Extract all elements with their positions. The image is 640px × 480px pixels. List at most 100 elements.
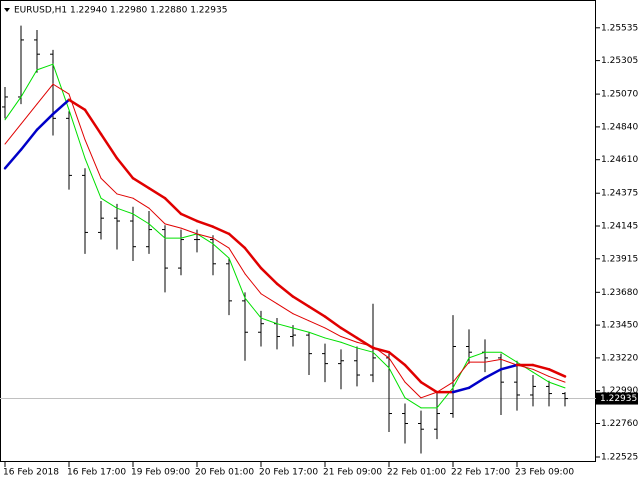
moving-average-segment: [451, 386, 471, 394]
moving-average-segment: [211, 225, 231, 236]
moving-average-segment: [68, 109, 86, 159]
last-price-tag: [596, 392, 638, 405]
y-tick-label: 1.23450: [601, 321, 638, 331]
moving-average-segment: [532, 371, 550, 383]
x-tick-label: 20 Feb 17:00: [259, 468, 318, 478]
moving-average-segment: [275, 282, 295, 298]
moving-average-segment: [356, 347, 374, 353]
moving-average-segment: [259, 266, 279, 286]
moving-average-segment: [291, 295, 311, 308]
x-tick-label: 16 Feb 2018: [3, 468, 59, 478]
moving-average-segment: [324, 337, 342, 343]
x-tick-label: 21 Feb 09:00: [323, 468, 382, 478]
moving-average-segment: [484, 358, 502, 363]
y-tick-label: 1.24145: [601, 222, 638, 232]
y-tick-label: 1.23680: [601, 288, 638, 298]
y-tick-label: 1.22990: [601, 386, 638, 396]
moving-average-segment: [292, 313, 310, 322]
moving-average-segment: [548, 375, 566, 383]
y-tick-label: 1.24840: [601, 122, 638, 132]
moving-average-segment: [180, 227, 198, 235]
last-price-label: 1.22935: [600, 394, 637, 404]
moving-average-segment: [132, 197, 150, 209]
y-tick-label: 1.25535: [601, 23, 638, 33]
moving-average-segment: [212, 237, 230, 249]
moving-average-segment: [371, 346, 391, 354]
moving-average-segment: [51, 98, 71, 116]
moving-average-segment: [340, 336, 358, 343]
x-tick-label: 20 Feb 01:00: [195, 468, 254, 478]
moving-average-segment: [3, 148, 23, 170]
moving-average-segment: [276, 323, 294, 329]
plot-frame: [0, 0, 596, 462]
moving-average-segment: [339, 326, 359, 340]
moving-average-segment: [212, 243, 230, 259]
moving-average-segment: [99, 132, 119, 160]
moving-average-segment: [227, 232, 247, 250]
moving-average-segment: [115, 157, 135, 180]
moving-average-segment: [547, 368, 567, 378]
moving-average-segment: [500, 358, 518, 366]
moving-average-segment: [84, 157, 102, 199]
moving-average-segment: [4, 96, 22, 121]
moving-average-segment: [388, 367, 406, 399]
moving-average-segment: [548, 381, 566, 389]
moving-average-segment: [468, 351, 486, 359]
moving-average-segment: [83, 108, 103, 136]
y-tick-label: 1.25305: [601, 56, 638, 66]
moving-average-segment: [36, 63, 54, 71]
moving-average-segment: [436, 381, 454, 393]
moving-average-segment: [4, 123, 22, 145]
x-tick-label: 16 Feb 17:00: [67, 468, 126, 478]
x-tick-label: 19 Feb 09:00: [131, 468, 190, 478]
moving-average-segment: [404, 381, 422, 399]
moving-average-segment: [116, 207, 134, 215]
moving-average-segment: [355, 336, 375, 350]
moving-average-segment: [148, 223, 166, 239]
moving-average-segment: [420, 391, 438, 399]
moving-average-segment: [195, 219, 215, 228]
moving-average-segment: [308, 320, 326, 329]
y-tick-label: 1.23220: [601, 353, 638, 363]
moving-average-segment: [387, 350, 407, 367]
moving-average-segment: [372, 351, 390, 369]
x-tick-label: 22 Feb 17:00: [451, 468, 510, 478]
moving-average-segment: [260, 317, 278, 325]
moving-average-segment: [276, 303, 294, 315]
moving-average-segment: [163, 196, 183, 216]
moving-average-segment: [243, 246, 263, 270]
moving-average-segment: [244, 297, 262, 319]
y-tick-label: 1.22525: [601, 453, 638, 463]
moving-average-segment: [419, 380, 439, 394]
moving-average-segment: [483, 368, 503, 380]
moving-average-segment: [132, 213, 150, 225]
moving-average-segment: [228, 247, 246, 275]
moving-average-segment: [532, 368, 550, 377]
moving-average-segment: [20, 69, 38, 98]
moving-average-segment: [467, 376, 487, 390]
moving-average-segment: [164, 223, 182, 229]
moving-average-segment: [100, 177, 118, 195]
moving-average-segment: [196, 233, 214, 245]
moving-average-segment: [131, 176, 151, 190]
y-tick-label: 1.24375: [601, 189, 638, 199]
moving-average-segment: [260, 293, 278, 305]
y-tick-label: 1.25070: [601, 90, 638, 100]
moving-average-segment: [307, 305, 327, 318]
moving-average-segment: [179, 212, 199, 223]
moving-average-segment: [35, 112, 55, 132]
moving-average-segment: [84, 139, 102, 179]
moving-average-segment: [100, 197, 118, 209]
moving-average-segment: [67, 98, 87, 112]
moving-average-segment: [19, 128, 39, 151]
moving-average-segment: [500, 351, 518, 363]
moving-average-segment: [340, 341, 358, 349]
moving-average-segment: [36, 83, 54, 105]
moving-average-segment: [388, 357, 406, 383]
x-tick-label: 22 Feb 01:00: [387, 468, 446, 478]
moving-average-segment: [116, 193, 134, 199]
moving-average-segment: [196, 233, 214, 239]
moving-average-segment: [147, 186, 167, 200]
moving-average-segment: [499, 363, 519, 371]
